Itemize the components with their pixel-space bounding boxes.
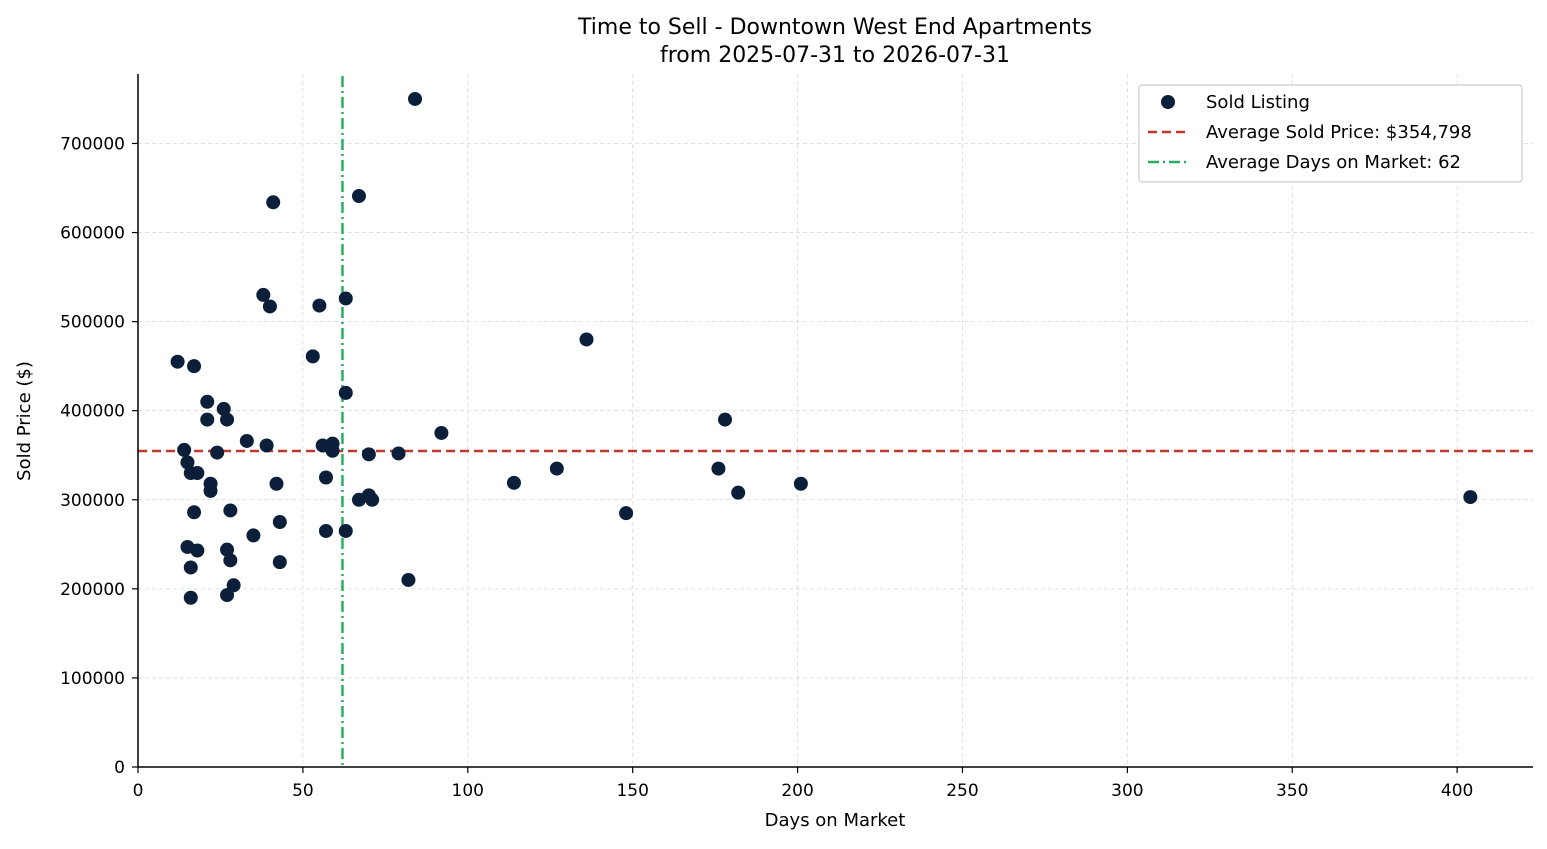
data-point <box>170 354 185 369</box>
data-point <box>325 443 340 458</box>
data-point <box>506 475 521 490</box>
y-axis-label: Sold Price ($) <box>14 361 35 481</box>
data-point <box>731 485 746 500</box>
data-point <box>361 447 376 462</box>
data-point <box>220 412 235 427</box>
axes <box>137 74 1533 768</box>
x-tick-label: 50 <box>292 781 314 801</box>
x-tick-label: 150 <box>616 781 648 801</box>
data-point <box>365 492 380 507</box>
data-point <box>793 476 808 491</box>
data-point <box>549 461 564 476</box>
ticks: 0 50 100 150 200 250 300 350 400 0 100000 200000 300… <box>60 134 1473 801</box>
x-tick-label: 350 <box>1276 781 1308 801</box>
legend-label-average-days: Average Days on Market: 62 <box>1206 152 1461 173</box>
data-point <box>183 560 198 575</box>
legend: Sold Listing Average Sold Price: $354,79… <box>1138 84 1523 183</box>
y-tick-label: 300000 <box>60 491 125 511</box>
y-tick-label: 200000 <box>60 580 125 600</box>
data-point <box>220 588 235 603</box>
y-tick-label: 700000 <box>60 134 125 154</box>
x-tick-label: 400 <box>1441 781 1473 801</box>
legend-marker-sold-listing <box>1161 95 1175 109</box>
data-point <box>180 455 195 470</box>
data-point <box>200 412 215 427</box>
data-point <box>391 446 406 461</box>
data-point <box>183 590 198 605</box>
data-point <box>338 385 353 400</box>
x-tick-label: 100 <box>452 781 484 801</box>
data-point <box>216 401 231 416</box>
data-point <box>226 578 241 593</box>
x-axis-label: Days on Market <box>765 810 906 831</box>
x-tick-label: 250 <box>946 781 978 801</box>
chart-subtitle: from 2025-07-31 to 2026-07-31 <box>660 43 1010 68</box>
data-point <box>619 506 634 521</box>
data-point <box>434 425 449 440</box>
data-point <box>239 433 254 448</box>
data-point <box>1463 490 1478 505</box>
legend-frame <box>1138 84 1523 183</box>
x-tick-label: 200 <box>781 781 813 801</box>
data-point <box>338 523 353 538</box>
y-tick-label: 100000 <box>60 669 125 689</box>
data-point <box>187 359 202 374</box>
data-point <box>262 299 277 314</box>
y-tick-label: 600000 <box>60 224 125 244</box>
data-point <box>269 476 284 491</box>
x-tick-label: 0 <box>133 781 144 801</box>
data-point <box>190 543 205 558</box>
data-point <box>223 503 238 518</box>
data-point <box>351 189 366 204</box>
data-point <box>718 412 733 427</box>
y-tick-label: 500000 <box>60 313 125 333</box>
data-point <box>272 515 287 530</box>
data-point <box>312 298 327 313</box>
y-tick-label: 400000 <box>60 402 125 422</box>
data-point <box>318 470 333 485</box>
data-point <box>177 442 192 457</box>
data-point <box>401 572 416 587</box>
x-tick-label: 300 <box>1111 781 1143 801</box>
y-tick-label: 0 <box>114 758 125 778</box>
data-point <box>246 528 261 543</box>
scatter-points <box>170 91 1478 605</box>
chart-title: Time to Sell - Downtown West End Apartme… <box>577 15 1092 40</box>
data-point <box>190 466 205 481</box>
data-point <box>223 553 238 568</box>
data-point <box>210 445 225 460</box>
data-point <box>266 195 281 210</box>
data-point <box>338 291 353 306</box>
data-point <box>187 505 202 520</box>
legend-label-average-price: Average Sold Price: $354,798 <box>1206 122 1472 143</box>
data-point <box>272 555 287 570</box>
data-point <box>318 523 333 538</box>
data-point <box>408 91 423 106</box>
data-point <box>220 542 235 557</box>
data-point <box>256 287 271 302</box>
data-point <box>711 461 726 476</box>
data-point <box>203 483 218 498</box>
legend-label-sold-listing: Sold Listing <box>1206 92 1310 113</box>
data-point <box>579 332 594 347</box>
data-point <box>259 438 274 453</box>
data-point <box>200 394 215 409</box>
data-point <box>305 349 320 364</box>
